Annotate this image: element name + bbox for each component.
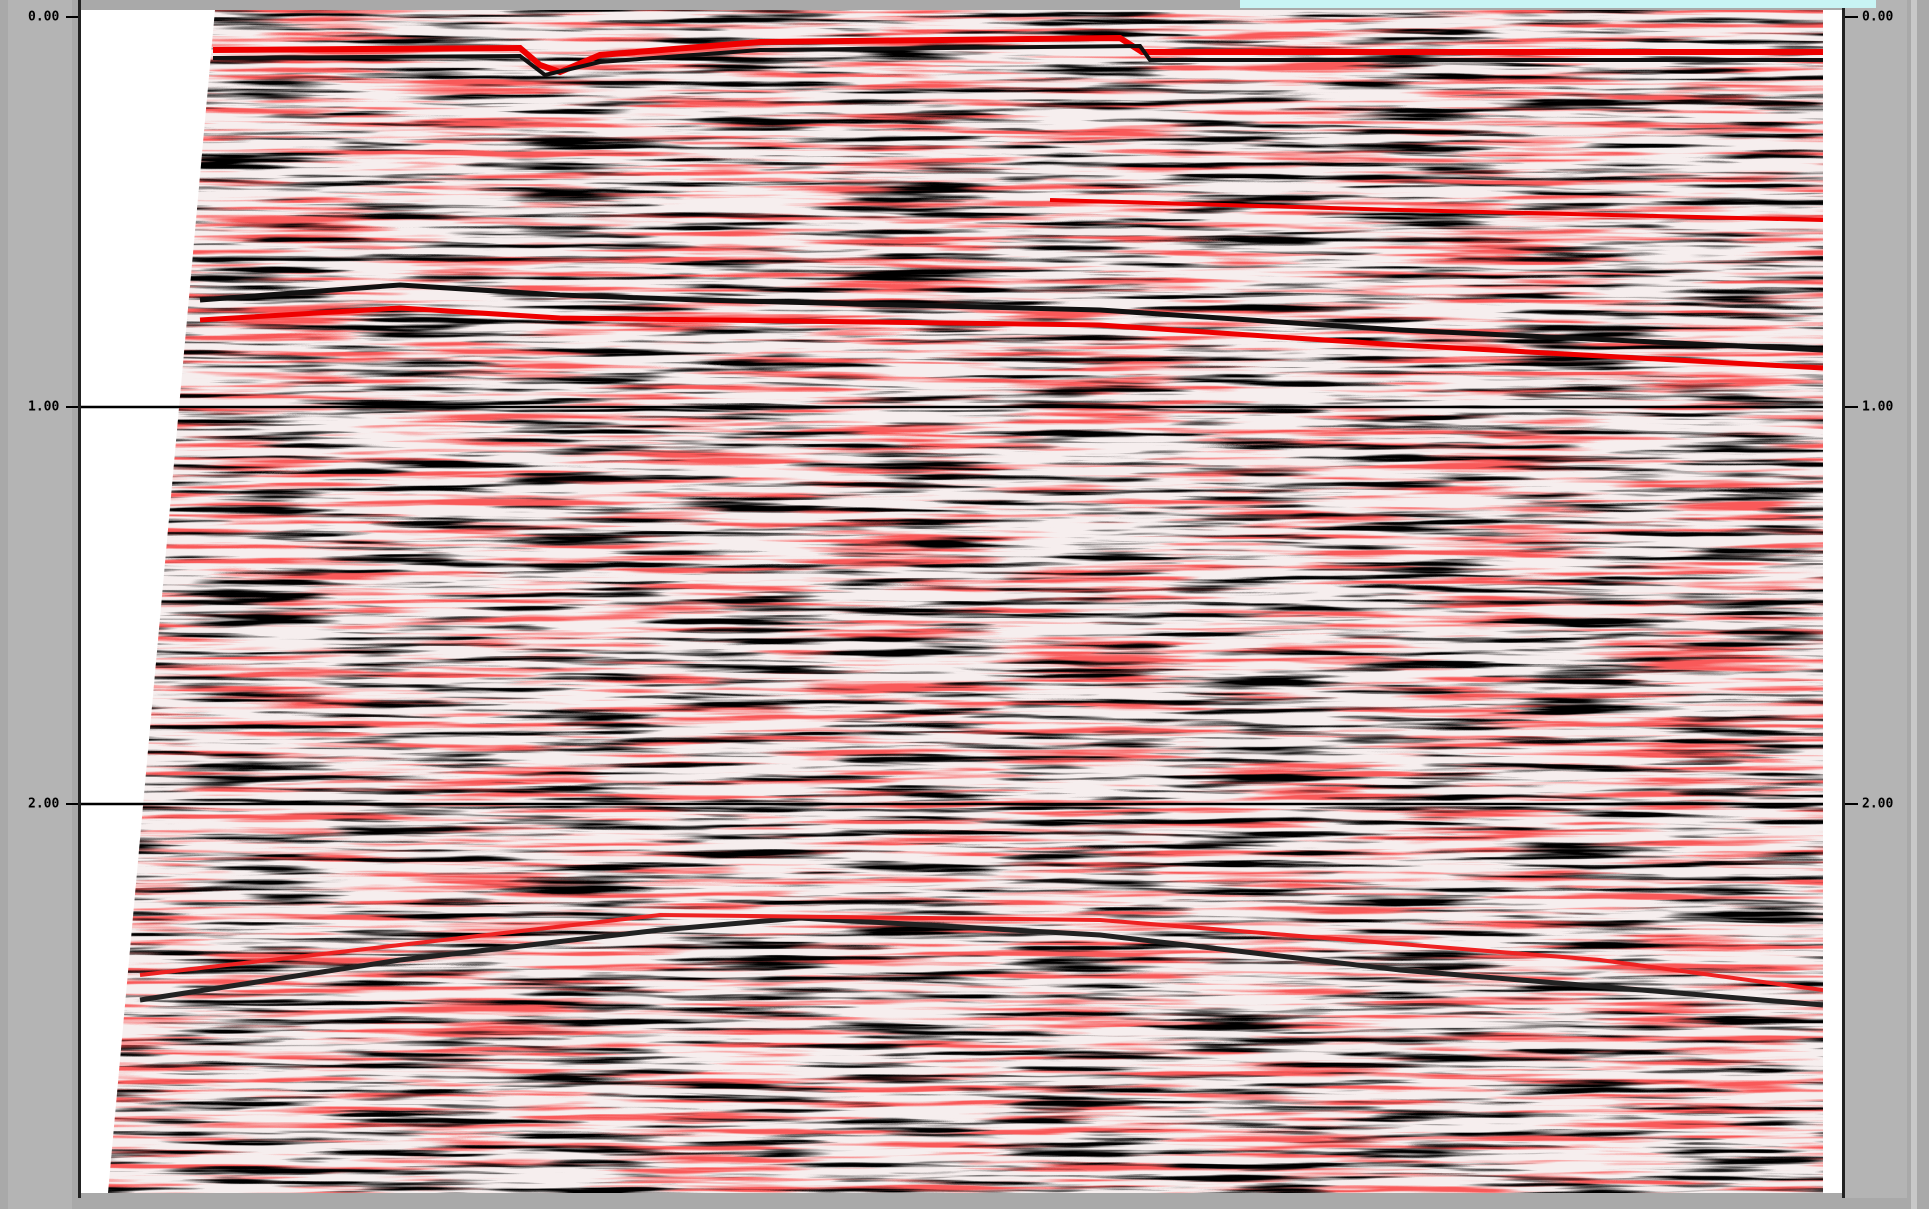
black-amplitudes (108, 10, 1823, 1193)
time-tick-label: 2.00 (1862, 797, 1893, 812)
time-tick-label: 0.00 (28, 10, 59, 25)
deep-horizon (139, 912, 1823, 992)
seafloor-horizon-dark (212, 43, 1823, 78)
scrollbar[interactable] (1911, 0, 1917, 1209)
right-border (1842, 0, 1845, 1198)
status-strip (1240, 0, 1876, 8)
seismic-section (108, 10, 1823, 1193)
time-tick-label: 0.00 (1862, 10, 1893, 25)
horizon (199, 282, 1823, 353)
time-tick-label: 2.00 (28, 797, 59, 812)
right-ruler (1845, 0, 1907, 1198)
horizon (1049, 198, 1823, 222)
left-border (78, 0, 81, 1198)
time-tick-label: 1.00 (1862, 400, 1893, 415)
time-tick-label: 1.00 (28, 400, 59, 415)
horizon (199, 305, 1823, 371)
left-ruler (8, 0, 72, 1209)
